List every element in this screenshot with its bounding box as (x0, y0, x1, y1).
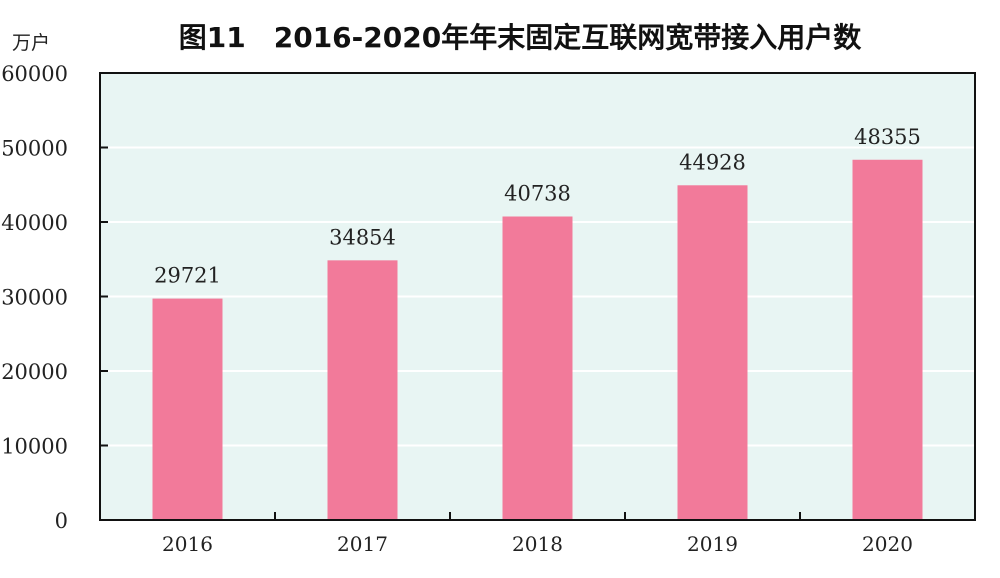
bar (152, 298, 223, 520)
y-tick-label: 30000 (1, 286, 68, 310)
y-tick-label: 50000 (1, 137, 68, 161)
x-tick-label: 2020 (862, 532, 913, 556)
data-label: 44928 (679, 150, 746, 174)
y-tick-label: 20000 (1, 360, 68, 384)
bar (327, 260, 398, 520)
x-tick-label: 2019 (687, 532, 738, 556)
chart-title: 图11 2016-2020年年末固定互联网宽带接入用户数 (178, 21, 862, 54)
bar (852, 159, 923, 520)
x-tick-label: 2016 (162, 532, 213, 556)
data-label: 34854 (329, 225, 396, 249)
data-label: 29721 (154, 264, 221, 288)
data-label: 48355 (854, 125, 921, 149)
plot-border (99, 72, 976, 521)
y-tick-label: 10000 (1, 435, 68, 459)
y-tick-label: 0 (55, 509, 68, 533)
bar (502, 216, 573, 521)
bar (677, 185, 748, 520)
x-tick-label: 2017 (337, 532, 388, 556)
y-axis-unit-label: 万户 (12, 32, 51, 54)
y-tick-label: 60000 (1, 62, 68, 86)
x-tick-label: 2018 (512, 532, 563, 556)
y-tick-label: 40000 (1, 211, 68, 235)
data-label: 40738 (504, 182, 571, 206)
